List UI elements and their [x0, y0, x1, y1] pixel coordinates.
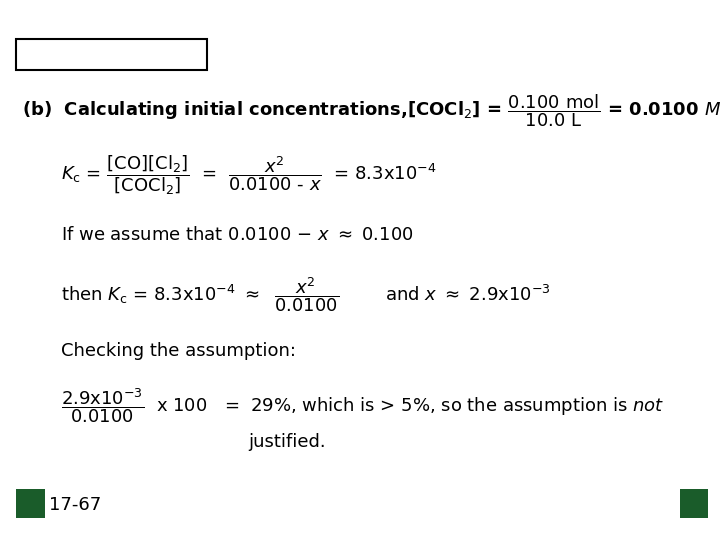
Text: $K_\mathrm{c}$ = $\dfrac{\mathrm{[CO][Cl_2]}}{\mathrm{[COCl_2]}}$  =  $\dfrac{x^: $K_\mathrm{c}$ = $\dfrac{\mathrm{[CO][Cl…	[61, 154, 437, 197]
Text: If we assume that 0.0100 $-$ $x$ $\approx$ 0.100: If we assume that 0.0100 $-$ $x$ $\appro…	[61, 226, 414, 244]
Text: then $K_\mathrm{c}$ = 8.3x10$^{-4}$ $\approx$  $\dfrac{x^2}{0.0100}$        and : then $K_\mathrm{c}$ = 8.3x10$^{-4}$ $\ap…	[61, 275, 551, 314]
Text: (b)  Calculating initial concentrations,[COCl$_2$] = $\dfrac{0.100\ \mathrm{mol}: (b) Calculating initial concentrations,[…	[22, 92, 720, 129]
Text: $\dfrac{2.9\mathrm{x}10^{-3}}{0.0100}$  x 100   =  29%, which is > 5%, so the as: $\dfrac{2.9\mathrm{x}10^{-3}}{0.0100}$ x…	[61, 387, 665, 426]
Text: 17-67: 17-67	[49, 496, 102, 514]
Text: justified.: justified.	[248, 433, 326, 451]
Text: Checking the assumption:: Checking the assumption:	[61, 342, 296, 360]
Text: Analysis (b):: Analysis (b):	[22, 45, 148, 63]
